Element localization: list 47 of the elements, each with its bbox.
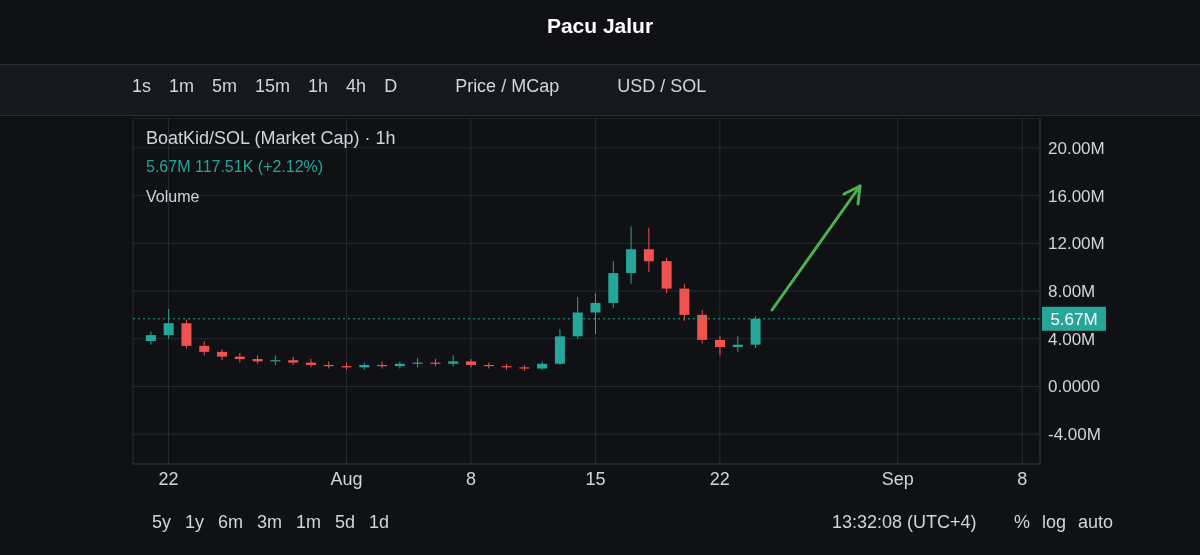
text: 13:32:08 (UTC+4): [832, 512, 977, 533]
y-tick-label: 12.00M: [1048, 234, 1105, 254]
chart-title: Pacu Jalur: [545, 14, 655, 38]
text: 15m: [255, 76, 291, 97]
candlestick: [537, 360, 548, 371]
y-tick-label: 8.00M: [1048, 282, 1096, 302]
candlestick: [145, 331, 156, 346]
annotation: 5.67M 117.51K (+2.12%): [146, 158, 324, 176]
ref-line-label: 5.67M: [1050, 309, 1098, 329]
text: 4h: [346, 76, 367, 97]
annotation: Volume: [146, 188, 200, 206]
text: 1m: [169, 76, 195, 97]
text: USD / SOL: [617, 76, 707, 97]
text: auto: [1078, 512, 1114, 533]
x-tick-label: Sep: [881, 468, 914, 489]
text: %: [1014, 512, 1031, 533]
text: 1y: [185, 512, 205, 533]
text: 5d: [335, 512, 356, 533]
y-tick-label: 4.00M: [1048, 329, 1096, 349]
text: log: [1042, 512, 1067, 533]
y-tick-label: 20.00M: [1048, 138, 1105, 158]
text: 1s: [132, 76, 152, 97]
text: 1m: [296, 512, 322, 533]
y-tick-label: 0.0000: [1048, 377, 1100, 397]
text: 1h: [308, 76, 329, 97]
text: 3m: [257, 512, 283, 533]
x-tick-label: Aug: [330, 468, 363, 489]
text: BoatKid/SOL (Market Cap) · 1h: [146, 128, 396, 149]
x-tick-label: 15: [585, 468, 606, 489]
x-tick-label: 22: [158, 468, 179, 489]
text: D: [384, 76, 398, 97]
text: 6m: [218, 512, 244, 533]
x-tick-label: 22: [709, 468, 730, 489]
y-tick-label: 16.00M: [1048, 186, 1105, 206]
candlestick: [626, 226, 637, 285]
candlestick: [181, 319, 192, 349]
text: Price / MCap: [455, 76, 560, 97]
y-tick-label: -4.00M: [1048, 425, 1101, 445]
text: 5m: [212, 76, 238, 97]
candlestick: [217, 348, 228, 361]
candlestick: [466, 358, 477, 368]
x-tick-label: 8: [465, 468, 476, 489]
text: 5y: [152, 512, 172, 533]
candlestick: [714, 335, 725, 356]
x-tick-label: 8: [1017, 468, 1028, 489]
candlestick: [643, 227, 654, 273]
text: 1d: [369, 512, 390, 533]
